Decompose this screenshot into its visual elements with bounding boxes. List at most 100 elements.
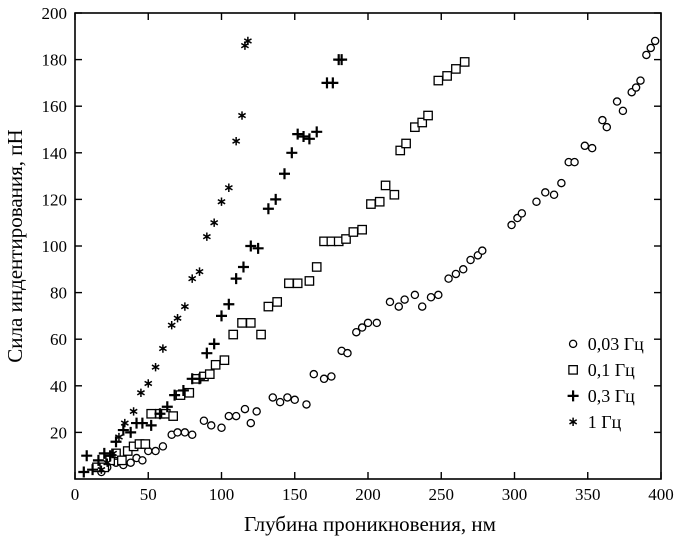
data-point-circle bbox=[400, 295, 409, 304]
data-point-circle bbox=[240, 404, 250, 414]
data-point-plus bbox=[223, 298, 235, 310]
data-point-square bbox=[433, 75, 444, 86]
data-point-circle bbox=[458, 265, 468, 274]
data-point-circle bbox=[426, 293, 436, 302]
data-point-square bbox=[389, 189, 400, 200]
data-point-square bbox=[292, 278, 303, 289]
data-point-circle bbox=[549, 190, 559, 199]
data-point-circle bbox=[570, 157, 579, 167]
data-point-circle bbox=[650, 36, 660, 46]
legend-marker-square bbox=[568, 365, 578, 375]
x-tick-label: 50 bbox=[140, 485, 157, 504]
data-point-square bbox=[401, 138, 411, 149]
x-tick-label: 0 bbox=[71, 485, 80, 504]
data-point-plus bbox=[161, 401, 173, 413]
y-tick-label: 80 bbox=[50, 284, 67, 303]
legend-label: 0,03 Гц bbox=[588, 334, 644, 354]
data-point-circle bbox=[646, 43, 655, 53]
data-point-asterisk bbox=[97, 465, 106, 474]
data-point-asterisk bbox=[243, 36, 252, 46]
data-point-asterisk bbox=[120, 418, 129, 428]
data-point-asterisk bbox=[158, 344, 167, 353]
data-point-circle bbox=[417, 302, 427, 311]
data-point-square bbox=[168, 411, 179, 421]
data-point-circle bbox=[357, 323, 367, 332]
data-point-asterisk bbox=[136, 388, 145, 397]
data-point-circle bbox=[187, 430, 197, 439]
data-point-square bbox=[219, 355, 230, 366]
data-point-circle bbox=[268, 393, 278, 402]
data-point-plus bbox=[117, 424, 129, 436]
legend-marker-circle bbox=[568, 339, 578, 349]
data-point-plus bbox=[278, 168, 290, 180]
data-point-circle bbox=[283, 393, 292, 402]
data-point-asterisk bbox=[109, 449, 118, 458]
legend-label: 1 Гц bbox=[588, 412, 622, 432]
data-point-plus bbox=[201, 347, 213, 359]
data-point-square bbox=[140, 439, 151, 449]
x-tick-label: 300 bbox=[502, 485, 528, 504]
data-point-plus bbox=[177, 384, 189, 396]
series-3 bbox=[78, 54, 348, 478]
data-point-asterisk bbox=[224, 183, 233, 192]
data-point-circle bbox=[532, 197, 541, 206]
data-point-circle bbox=[394, 302, 404, 311]
data-point-plus bbox=[327, 77, 339, 89]
data-point-square bbox=[210, 359, 221, 370]
data-point-circle bbox=[557, 178, 566, 188]
data-point-plus bbox=[286, 147, 298, 159]
data-point-asterisk bbox=[237, 111, 247, 120]
legend-label: 0,3 Гц bbox=[588, 386, 635, 406]
y-tick-label: 140 bbox=[42, 144, 68, 163]
data-point-asterisk bbox=[180, 302, 189, 311]
data-point-circle bbox=[151, 446, 160, 456]
data-point-circle bbox=[290, 395, 299, 405]
data-point-plus bbox=[216, 310, 227, 322]
data-point-asterisk bbox=[188, 274, 197, 283]
data-point-square bbox=[442, 71, 452, 81]
x-tick-label: 350 bbox=[575, 485, 601, 504]
data-point-circle bbox=[372, 318, 382, 328]
data-point-plus bbox=[98, 447, 110, 459]
data-point-plus bbox=[311, 126, 323, 138]
data-point-plus bbox=[81, 450, 93, 462]
data-point-asterisk bbox=[129, 407, 138, 416]
data-point-circle bbox=[246, 418, 256, 428]
y-tick-label: 180 bbox=[42, 51, 68, 70]
data-point-circle bbox=[327, 372, 336, 381]
data-point-square bbox=[366, 199, 376, 209]
data-point-circle bbox=[541, 188, 550, 197]
data-point-circle bbox=[199, 416, 209, 425]
data-point-circle bbox=[224, 411, 234, 421]
data-point-plus bbox=[237, 261, 249, 273]
x-tick-label: 250 bbox=[429, 485, 455, 504]
data-point-circle bbox=[309, 369, 319, 379]
data-point-plus bbox=[92, 454, 104, 466]
series-2 bbox=[92, 57, 470, 473]
series-4 bbox=[97, 36, 252, 474]
data-point-plus bbox=[154, 408, 166, 420]
data-point-square bbox=[304, 276, 315, 286]
y-tick-label: 60 bbox=[50, 330, 67, 349]
data-point-plus bbox=[78, 466, 90, 478]
data-point-square bbox=[284, 278, 294, 289]
data-point-circle bbox=[451, 269, 461, 279]
legend-label: 0,1 Гц bbox=[588, 360, 635, 380]
data-point-circle bbox=[180, 428, 190, 437]
data-point-square bbox=[237, 318, 247, 328]
data-point-circle bbox=[206, 421, 216, 430]
x-tick-label: 400 bbox=[648, 485, 674, 504]
data-point-square bbox=[311, 262, 322, 272]
data-point-plus bbox=[262, 203, 274, 215]
data-point-circle bbox=[231, 411, 241, 421]
data-point-circle bbox=[319, 374, 329, 384]
data-point-asterisk bbox=[103, 458, 112, 467]
data-point-circle bbox=[352, 327, 361, 337]
data-point-square bbox=[117, 455, 127, 466]
data-point-circle bbox=[138, 456, 147, 465]
data-point-circle bbox=[618, 106, 628, 116]
y-axis-title: Сила индентирования, пН bbox=[3, 129, 27, 362]
data-point-circle bbox=[612, 97, 622, 106]
data-point-circle bbox=[478, 246, 487, 255]
